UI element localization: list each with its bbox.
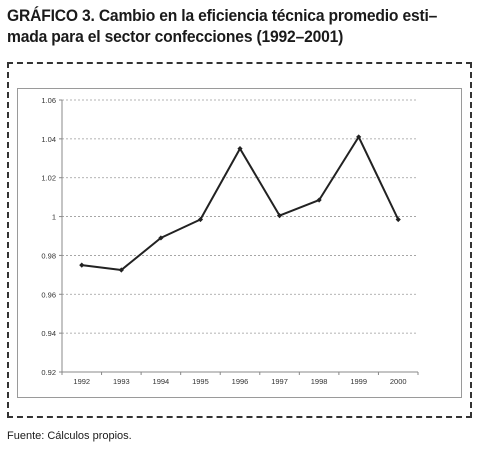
y-tick-label: 1: [52, 213, 56, 222]
data-point: [276, 213, 283, 219]
data-point: [356, 134, 362, 140]
series-line: [81, 135, 400, 271]
x-tick-label: 1996: [232, 377, 249, 386]
y-tick-label: 1.04: [41, 135, 56, 144]
x-tick-label: 1994: [153, 377, 170, 386]
source-note: Fuente: Cálculos propios.: [7, 430, 132, 442]
x-tick-label: 1997: [271, 377, 288, 386]
chart-frame: [7, 62, 472, 418]
y-tick-label: 1.06: [41, 96, 56, 105]
data-point: [158, 235, 164, 241]
x-tick-label: 2000: [390, 377, 407, 386]
data-point: [79, 262, 85, 268]
y-tick-label: 1.02: [41, 174, 56, 183]
x-tick-label: 1993: [113, 377, 130, 386]
data-point: [237, 145, 243, 152]
y-tick-label: 0.96: [41, 290, 56, 299]
figure-title-line-2: mada para el sector confecciones (1992–2…: [7, 27, 344, 46]
data-point: [395, 216, 401, 223]
data-point: [197, 216, 204, 223]
x-tick-label: 1998: [311, 377, 328, 386]
data-point: [316, 197, 322, 203]
y-tick-label: 0.94: [41, 329, 56, 338]
figure-title-line-1: GRÁFICO 3. Cambio en la eficiencia técni…: [7, 6, 438, 25]
x-tick-label: 1995: [192, 377, 209, 386]
y-tick-label: 0.98: [41, 251, 56, 260]
x-tick-label: 1992: [73, 377, 90, 386]
y-tick-label: 0.92: [41, 368, 56, 377]
data-point: [118, 267, 124, 273]
x-tick-label: 1999: [350, 377, 367, 386]
plot-panel: [17, 88, 462, 398]
figure-title: GRÁFICO 3. Cambio en la eficiencia técni…: [7, 5, 481, 47]
